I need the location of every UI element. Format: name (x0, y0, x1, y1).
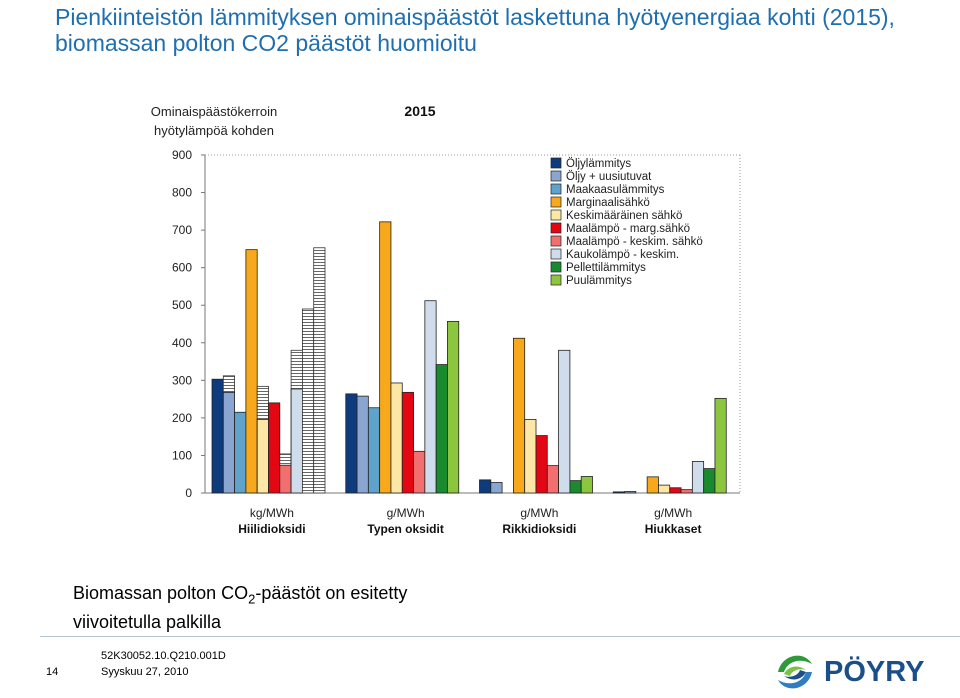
legend-swatch (550, 222, 562, 234)
document-date: Syyskuu 27, 2010 (101, 666, 189, 678)
legend-swatch (550, 261, 562, 273)
legend-label: Öljy + uusiutuvat (566, 171, 652, 183)
legend-label: Pellettilämmitys (566, 262, 646, 274)
bar (558, 349, 571, 494)
bar (580, 476, 593, 494)
y-tick-label: 800 (172, 186, 192, 200)
bar (390, 382, 403, 494)
x-category-name: Hiukkaset (645, 522, 702, 536)
bar (367, 407, 381, 494)
bar (413, 450, 426, 494)
bar (279, 464, 292, 494)
legend-swatch (550, 183, 562, 195)
legend-swatch (550, 235, 562, 247)
y-tick-label: 600 (172, 261, 192, 275)
bar (379, 221, 392, 494)
y-tick-label: 0 (185, 486, 192, 500)
bar (268, 402, 281, 494)
y-axis-label-line-1: Ominaispäästökerroin (151, 104, 277, 119)
bar (256, 418, 269, 494)
bar (680, 489, 693, 494)
y-tick-label: 900 (172, 148, 192, 162)
legend-label: Maalämpö - marg.sähkö (566, 223, 690, 235)
legend-label: Maalämpö - keskim. sähkö (566, 236, 703, 248)
legend-label: Öljylämmitys (566, 158, 631, 170)
bar (211, 378, 224, 494)
bar (546, 465, 559, 494)
bar (290, 388, 303, 494)
footer-divider (40, 636, 960, 637)
bar (524, 418, 537, 494)
bar (245, 249, 258, 494)
bar (401, 391, 414, 494)
legend-swatch (550, 209, 562, 221)
biomass-note: Biomassan polton CO2-päästöt on esitetty… (73, 582, 407, 633)
legend-swatch (550, 170, 562, 182)
x-category-unit: g/MWh (387, 506, 425, 520)
y-tick-label: 700 (172, 223, 192, 237)
note-text-line-2: viivoitetulla palkilla (73, 611, 222, 632)
plot-area: 0 100 200 300 400 500 600 700 800 900 kg/MWh Hiilid… (172, 148, 741, 536)
bar (479, 479, 492, 494)
page-number: 14 (46, 666, 59, 678)
bar (569, 480, 582, 494)
legend-label: Puulämmitys (566, 275, 632, 287)
legend-swatch (550, 248, 562, 260)
bar (447, 320, 460, 494)
bar-biomass-co2 (313, 247, 326, 494)
note-text-suffix: -päästöt on esitetty (255, 583, 408, 603)
bar (234, 411, 247, 494)
x-category-name: Hiilidioksidi (238, 522, 305, 536)
bar (222, 391, 236, 494)
bar (658, 484, 671, 494)
bar (535, 435, 548, 494)
bar (513, 337, 526, 494)
y-axis-label-line-2: hyötylämpöä kohden (154, 123, 274, 138)
x-category-unit: g/MWh (654, 506, 692, 520)
document-code: 52K30052.10.Q210.001D (101, 650, 226, 662)
bar (612, 491, 625, 494)
bar (490, 482, 503, 494)
bar (714, 397, 727, 494)
legend-label: Kaukolämpö - keskim. (566, 249, 679, 261)
bar (669, 487, 682, 494)
bar (435, 364, 448, 494)
y-tick-label: 500 (172, 298, 192, 312)
legend-swatch (550, 274, 562, 286)
x-category-name: Typen oksidit (367, 522, 443, 536)
poyry-logo: PÖYRY (778, 655, 924, 689)
y-tick-label: 300 (172, 373, 192, 387)
bar-biomass-co2 (301, 308, 315, 494)
x-category-name: Rikkidioksidi (502, 522, 576, 536)
bar (691, 461, 705, 494)
poyry-logo-text: PÖYRY (824, 655, 924, 688)
legend-swatch (550, 157, 562, 169)
legend-label: Keskimääräinen sähkö (566, 210, 682, 222)
bar (424, 300, 437, 494)
legend-swatch (550, 196, 562, 208)
y-tick-label: 100 (172, 448, 192, 462)
bar (646, 476, 659, 494)
bar (703, 468, 716, 494)
y-tick-label: 400 (172, 336, 192, 350)
bar (345, 393, 358, 494)
note-subscript: 2 (248, 591, 256, 607)
x-category-unit: kg/MWh (250, 506, 294, 520)
poyry-logo-mark-icon (778, 655, 812, 689)
page-title: Pienkiinteistön lämmityksen ominaispääst… (55, 4, 895, 56)
legend-label: Marginaalisähkö (566, 197, 650, 209)
legend-label: Maakaasulämmitys (566, 184, 665, 196)
x-category-unit: g/MWh (520, 506, 558, 520)
chart-title: 2015 (404, 103, 435, 119)
y-tick-label: 200 (172, 411, 192, 425)
bar (356, 395, 369, 494)
note-text-prefix: Biomassan polton CO (73, 583, 249, 603)
bar (624, 491, 637, 494)
